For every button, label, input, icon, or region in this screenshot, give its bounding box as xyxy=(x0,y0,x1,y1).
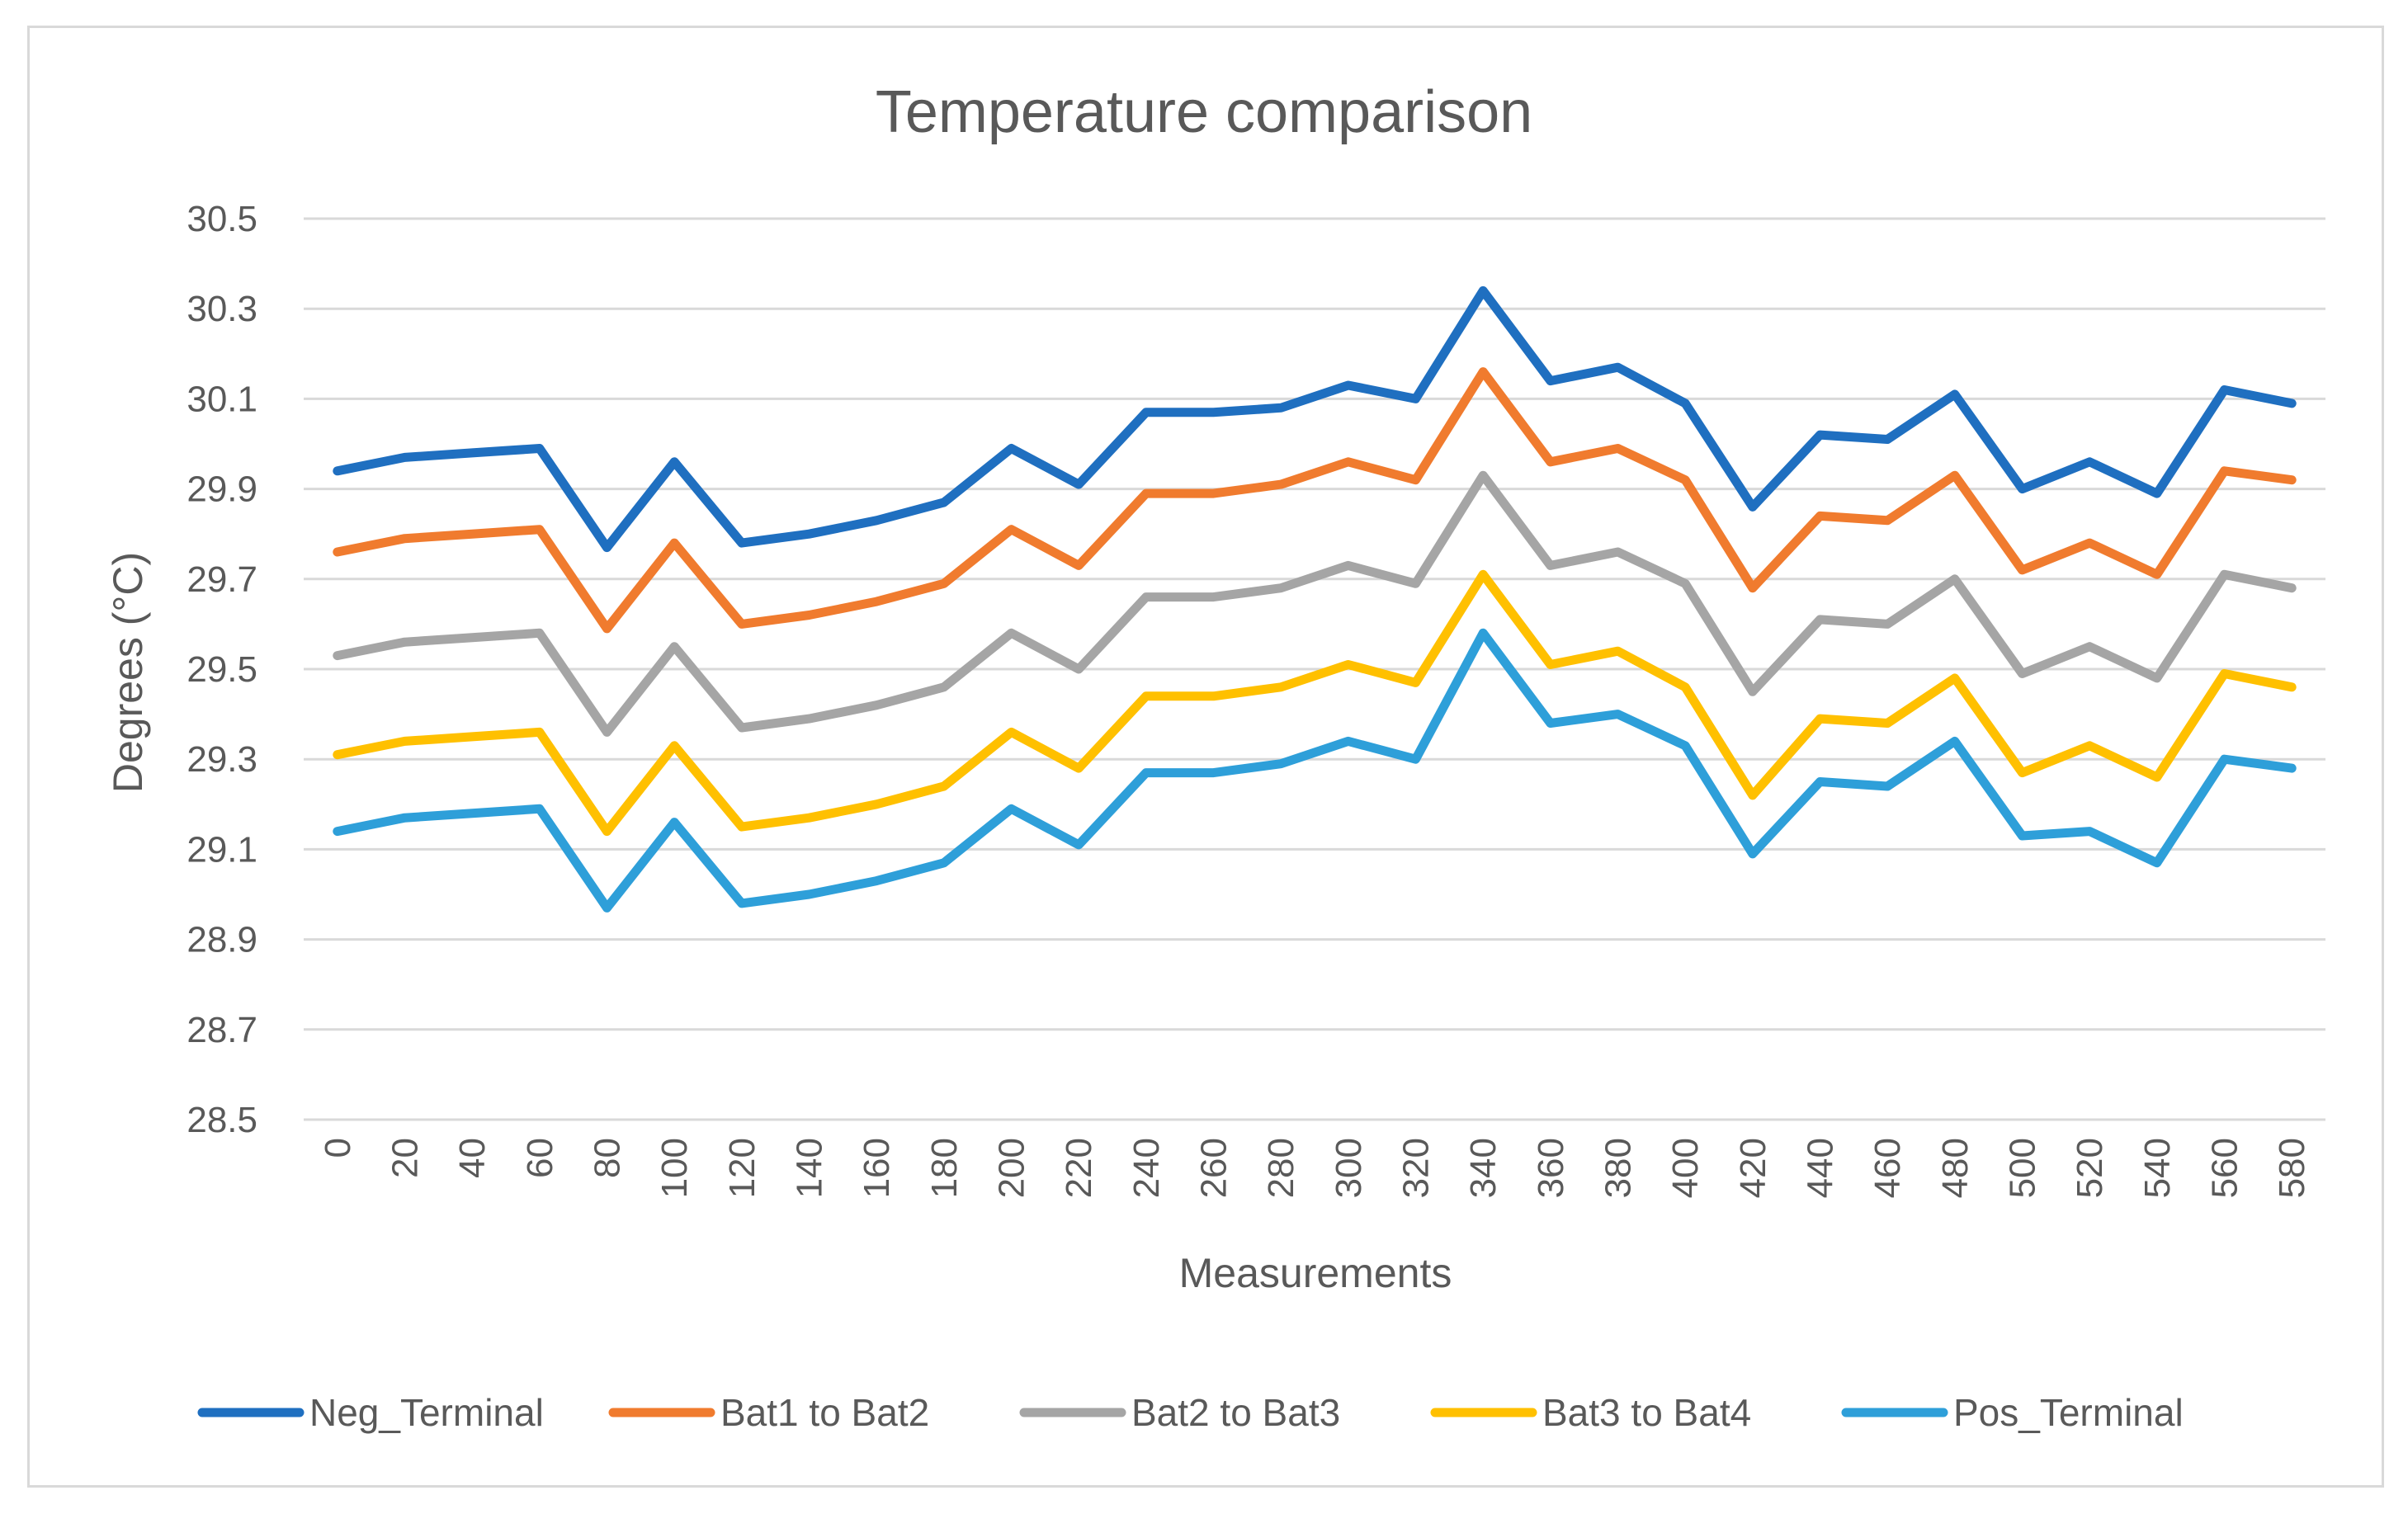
x-tick-label: 220 xyxy=(1059,1138,1099,1198)
x-tick-label: 320 xyxy=(1396,1138,1437,1198)
x-tick-label: 560 xyxy=(2205,1138,2245,1198)
legend-item: Bat1 to Bat2 xyxy=(608,1391,929,1434)
y-tick-label: 28.7 xyxy=(187,1010,257,1050)
x-tick-label: 520 xyxy=(2070,1138,2110,1198)
y-tick-label: 28.5 xyxy=(187,1100,257,1140)
y-tick-label: 29.7 xyxy=(187,559,257,600)
x-tick-label: 40 xyxy=(452,1138,493,1178)
x-tick-label: 460 xyxy=(1867,1138,1908,1198)
chart-title: Temperature comparison xyxy=(876,79,1532,145)
x-tick-label: 100 xyxy=(654,1138,695,1198)
legend-item: Pos_Terminal xyxy=(1841,1391,2184,1434)
series-lines xyxy=(333,285,2297,913)
x-tick-label: 480 xyxy=(1935,1138,1976,1198)
legend-label: Bat2 to Bat3 xyxy=(1131,1391,1340,1434)
series-line-neg-terminal xyxy=(333,285,2297,553)
x-tick-label: 400 xyxy=(1665,1138,1706,1198)
x-tick-label: 260 xyxy=(1194,1138,1235,1198)
x-tick-label: 60 xyxy=(520,1138,560,1178)
x-tick-label: 80 xyxy=(588,1138,628,1178)
x-tick-label: 20 xyxy=(385,1138,426,1178)
y-tick-label: 29.1 xyxy=(187,829,257,870)
x-tick-label: 500 xyxy=(2003,1138,2043,1198)
x-tick-label: 380 xyxy=(1598,1138,1639,1198)
x-tick-label: 300 xyxy=(1329,1138,1369,1198)
x-tick-label: 160 xyxy=(857,1138,897,1198)
x-axis-ticks: 0 20 40 60 80 100 120 140 160 180 200 220 240 260 280 3… xyxy=(318,1138,2312,1198)
series-line-pos-terminal xyxy=(333,628,2297,913)
y-tick-label: 29.9 xyxy=(187,469,257,510)
x-tick-label: 440 xyxy=(1801,1138,1841,1198)
legend-label: Neg_Terminal xyxy=(309,1391,544,1434)
y-axis-ticks: 30.5 30.3 30.1 29.9 29.7 29.5 29.3 29.1 28.9 28.7… xyxy=(187,199,257,1140)
y-tick-label: 30.1 xyxy=(187,379,257,419)
legend-label: Bat3 to Bat4 xyxy=(1542,1391,1751,1434)
x-tick-label: 180 xyxy=(924,1138,965,1198)
x-tick-label: 240 xyxy=(1126,1138,1167,1198)
x-tick-label: 0 xyxy=(318,1138,358,1158)
y-tick-label: 28.9 xyxy=(187,920,257,960)
x-axis-title: Measurements xyxy=(1179,1250,1452,1296)
y-tick-label: 30.3 xyxy=(187,289,257,329)
series-line-bat2-to-bat3 xyxy=(333,470,2297,737)
y-tick-label: 29.3 xyxy=(187,739,257,780)
x-tick-label: 120 xyxy=(722,1138,763,1198)
y-axis-title: Degrees (°C) xyxy=(105,552,151,793)
legend: Neg_Terminal Bat1 to Bat2 Bat2 to Bat3 Bat3… xyxy=(197,1391,2184,1434)
legend-item: Bat2 to Bat3 xyxy=(1019,1391,1340,1434)
x-tick-label: 360 xyxy=(1531,1138,1571,1198)
gridlines xyxy=(304,217,2325,1121)
series-line-bat1-to-bat2 xyxy=(333,367,2297,634)
x-tick-label: 200 xyxy=(992,1138,1032,1198)
legend-label: Pos_Terminal xyxy=(1953,1391,2184,1434)
y-tick-label: 29.5 xyxy=(187,649,257,690)
x-tick-label: 580 xyxy=(2272,1138,2312,1198)
y-tick-label: 30.5 xyxy=(187,199,257,239)
legend-item: Neg_Terminal xyxy=(197,1391,544,1434)
x-tick-label: 340 xyxy=(1463,1138,1504,1198)
legend-item: Bat3 to Bat4 xyxy=(1430,1391,1751,1434)
series-line-bat3-to-bat4 xyxy=(333,569,2297,837)
x-tick-label: 540 xyxy=(2137,1138,2178,1198)
x-tick-label: 420 xyxy=(1733,1138,1773,1198)
x-tick-label: 140 xyxy=(790,1138,830,1198)
chart-frame xyxy=(27,26,2384,1488)
legend-label: Bat1 to Bat2 xyxy=(720,1391,929,1434)
x-tick-label: 280 xyxy=(1261,1138,1301,1198)
